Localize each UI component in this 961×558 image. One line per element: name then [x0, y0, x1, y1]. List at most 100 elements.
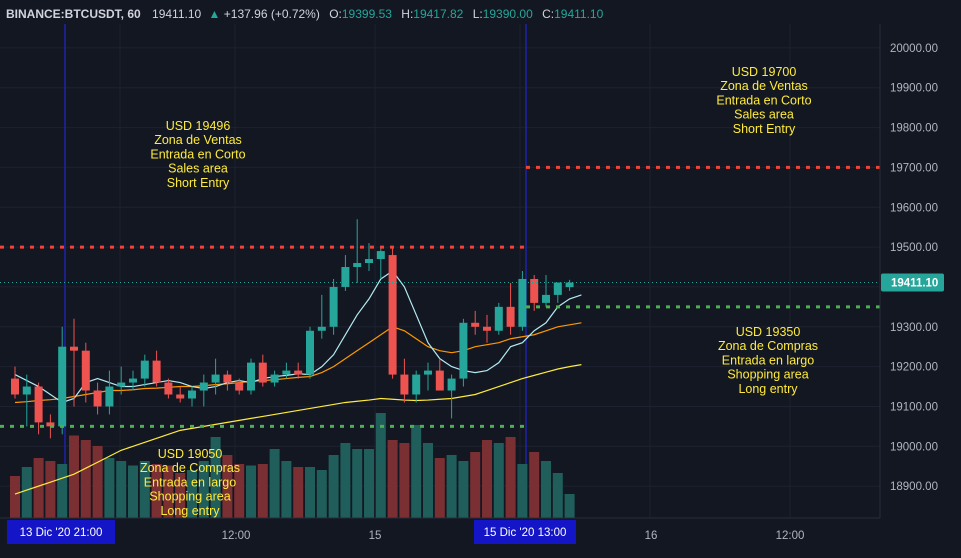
- last-price: 19411.10: [152, 7, 202, 21]
- price-tick-label: 19800.00: [890, 123, 938, 135]
- candle: [317, 326, 326, 331]
- volume-bar: [328, 455, 339, 518]
- time-tick-label: 16: [645, 530, 658, 542]
- volume-bar: [104, 458, 115, 518]
- candle: [365, 259, 373, 264]
- last-price-badge-label: 19411.10: [891, 278, 938, 290]
- annotation-text: Entrada en largo: [144, 475, 236, 489]
- candle: [447, 378, 456, 391]
- volume-bar: [10, 476, 20, 518]
- low-label: L:: [472, 7, 483, 21]
- candle: [81, 350, 90, 391]
- volume-bar: [411, 425, 422, 518]
- candle: [471, 322, 480, 327]
- date-badge-label: 15 Dic '20 13:00: [484, 527, 567, 539]
- candle: [400, 374, 409, 395]
- price-tick-label: 19700.00: [890, 162, 938, 174]
- volume-bar: [505, 437, 516, 518]
- open-value: 19399.53: [341, 7, 392, 21]
- candle: [105, 386, 114, 407]
- candle: [565, 282, 574, 288]
- candle: [22, 386, 31, 395]
- volume-bar: [493, 443, 504, 518]
- volume-bar: [69, 435, 79, 518]
- volume-bar: [33, 458, 44, 518]
- volume-bar: [423, 443, 433, 518]
- date-badge: [474, 520, 576, 544]
- price-tick-label: 19100.00: [890, 401, 938, 413]
- annotation-text: USD 19350: [736, 325, 801, 339]
- annotation-text: Zona de Compras: [718, 339, 818, 353]
- volume-bar: [293, 467, 304, 518]
- volume-bar: [175, 473, 186, 518]
- candle: [530, 278, 539, 303]
- annotation-text: Zona de Ventas: [720, 79, 808, 93]
- annotation-text: Long entry: [160, 504, 220, 518]
- candle: [270, 374, 279, 383]
- candle: [329, 286, 338, 327]
- candle: [129, 378, 137, 383]
- candle: [435, 370, 444, 391]
- symbol-header: BINANCE:BTCUSDT, 60 19411.10 ▲ +137.96 (…: [6, 7, 603, 21]
- annotation-text: USD 19050: [158, 447, 223, 461]
- candle: [235, 382, 244, 391]
- price-change: +137.96 (+0.72%): [223, 7, 320, 21]
- annotation-text: Sales area: [734, 108, 794, 122]
- candle: [341, 267, 350, 287]
- annotation-text: Entrada en Corto: [716, 93, 811, 107]
- annotation-text: USD 19700: [732, 65, 797, 79]
- up-arrow-icon: ▲: [208, 7, 221, 21]
- candle: [93, 390, 102, 407]
- price-tick-label: 19500.00: [890, 242, 938, 254]
- last-price-badge: [881, 273, 944, 292]
- price-tick-label: 20000.00: [890, 43, 938, 55]
- volume-bar: [151, 464, 162, 518]
- volume-bar: [482, 440, 492, 518]
- volume-bar: [305, 467, 315, 518]
- volume-bar: [269, 449, 280, 518]
- annotation-text: USD 19496: [166, 119, 231, 133]
- candle: [164, 382, 173, 395]
- annotation-text: Entrada en largo: [722, 353, 814, 367]
- volume-bar: [552, 473, 563, 518]
- candle: [11, 378, 19, 395]
- volume-bar: [128, 465, 138, 518]
- price-tick-label: 18900.00: [890, 481, 938, 493]
- candle: [376, 251, 385, 260]
- annotation-text: Short Entry: [733, 122, 796, 136]
- volume-bar: [434, 458, 445, 518]
- date-badge-label: 13 Dic '20 21:00: [20, 527, 103, 539]
- candle: [117, 382, 126, 387]
- high-label: H:: [401, 7, 414, 21]
- ma-slow-line: [14, 364, 582, 495]
- candle: [483, 326, 491, 331]
- candle: [542, 294, 550, 303]
- candle: [211, 374, 220, 383]
- volume-bar: [352, 449, 363, 518]
- candle: [34, 386, 43, 423]
- volume-bar: [564, 494, 575, 518]
- volume-bar: [375, 413, 386, 518]
- candle: [46, 422, 55, 427]
- volume-bar: [21, 467, 32, 518]
- symbol-label[interactable]: BINANCE:BTCUSDT, 60: [6, 7, 141, 21]
- annotation-text: Zona de Compras: [140, 461, 240, 475]
- candle: [459, 322, 468, 379]
- candle: [152, 360, 161, 383]
- candle: [70, 346, 78, 351]
- volume-bar: [529, 452, 540, 518]
- volume-bar: [281, 461, 292, 518]
- volume-bar: [458, 461, 469, 518]
- candle: [188, 390, 196, 399]
- candle: [282, 370, 291, 375]
- candle: [494, 306, 503, 331]
- date-badge: [7, 520, 115, 544]
- candle: [553, 282, 562, 295]
- volume-bar: [139, 461, 150, 518]
- volume-bar: [541, 461, 551, 518]
- volume-bar: [340, 443, 351, 518]
- volume-bar: [187, 470, 197, 518]
- candle: [294, 370, 303, 375]
